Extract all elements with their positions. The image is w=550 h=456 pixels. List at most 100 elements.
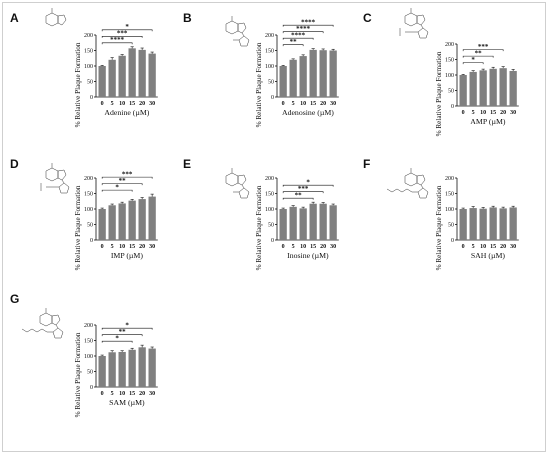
y-tick-label: 0	[451, 238, 454, 244]
significance-bracket	[101, 42, 133, 45]
bar	[138, 49, 146, 97]
x-tick-label: 0	[282, 101, 285, 107]
x-tick-label: 15	[129, 244, 135, 250]
y-tick-label: 150	[265, 192, 274, 198]
x-tick-label: 0	[101, 101, 104, 107]
x-tick-label: 15	[129, 101, 135, 107]
x-axis-label: Adenosine (µM)	[282, 108, 334, 117]
x-axis-label: Adenine (µM)	[104, 108, 149, 117]
y-tick-label: 50	[448, 223, 454, 229]
y-tick-label: 200	[84, 323, 93, 329]
molecule-structure-icon	[386, 168, 429, 199]
y-tick-label: 100	[84, 207, 93, 213]
bar	[108, 352, 116, 387]
panel-letter: B	[183, 11, 192, 25]
panel-letter: G	[10, 292, 19, 306]
bar	[128, 349, 136, 387]
x-tick-label: 30	[149, 391, 155, 397]
y-tick-label: 150	[445, 192, 454, 198]
bar	[148, 348, 156, 387]
x-tick-label: 20	[500, 244, 506, 250]
x-tick-label: 0	[101, 244, 104, 250]
bar	[108, 59, 116, 97]
bar	[148, 53, 156, 97]
y-tick-label: 100	[84, 64, 93, 70]
significance-label: ****	[296, 25, 311, 33]
bar	[118, 55, 126, 97]
bar	[299, 208, 307, 240]
x-tick-label: 5	[111, 391, 114, 397]
significance-bracket	[282, 184, 334, 187]
bar	[98, 66, 106, 97]
chart-panel-c: C 0 50 100 150 200 0 5 10 15 20 30 ****** % Relative …	[363, 8, 519, 136]
y-tick-label: 150	[265, 49, 274, 55]
figure-frame	[2, 2, 546, 452]
y-tick-label: 0	[451, 104, 454, 110]
bar	[138, 347, 146, 387]
bar	[118, 203, 126, 240]
bar	[128, 48, 136, 97]
x-tick-label: 10	[119, 244, 125, 250]
x-tick-label: 20	[139, 244, 145, 250]
bar	[489, 68, 497, 106]
bar	[509, 207, 517, 240]
y-tick-label: 100	[445, 73, 454, 79]
x-tick-label: 5	[111, 101, 114, 107]
x-tick-label: 10	[480, 244, 486, 250]
bar	[299, 56, 307, 97]
x-tick-label: 30	[510, 110, 516, 116]
significance-bracket	[282, 24, 334, 27]
x-tick-label: 30	[149, 244, 155, 250]
x-tick-label: 20	[139, 101, 145, 107]
bar	[108, 205, 116, 240]
y-tick-label: 150	[84, 339, 93, 345]
x-tick-label: 30	[330, 244, 336, 250]
x-tick-label: 5	[292, 244, 295, 250]
significance-bracket	[101, 327, 153, 330]
significance-label: **	[290, 38, 298, 46]
y-axis-label: % Relative Plaque Formation	[255, 185, 263, 270]
chart-panel-e: E 0 50 100 150 200 0 5 10 15 20 30 ****** % Relative …	[183, 157, 339, 270]
significance-bracket	[101, 189, 133, 192]
bar	[459, 209, 467, 240]
x-tick-label: 0	[282, 244, 285, 250]
significance-bracket	[282, 191, 324, 194]
chart-panel-a: A 0 50 100 150 200 0 5 10 15 20 30 ******** % Relativ…	[10, 8, 158, 127]
bar	[118, 351, 126, 387]
y-tick-label: 100	[84, 354, 93, 360]
y-axis-label: % Relative Plaque Formation	[435, 51, 443, 136]
x-axis-label: SAH (µM)	[471, 251, 506, 260]
x-tick-label: 20	[320, 244, 326, 250]
x-tick-label: 15	[490, 110, 496, 116]
y-tick-label: 50	[268, 80, 274, 86]
significance-label: ***	[478, 43, 489, 51]
chart-panel-f: F 0 50 100 150 200 0 5 10 15 20 30 % Relative Plaque…	[363, 157, 519, 270]
significance-label: ***	[298, 185, 309, 193]
y-tick-label: 0	[90, 95, 93, 101]
bar	[499, 208, 507, 240]
significance-bracket	[462, 49, 504, 52]
significance-bracket	[101, 340, 133, 343]
x-tick-label: 15	[310, 244, 316, 250]
bar	[469, 208, 477, 240]
bar	[148, 196, 156, 240]
molecule-structure-icon	[225, 16, 250, 47]
y-axis-label: % Relative Plaque Formation	[435, 185, 443, 270]
significance-bracket	[101, 29, 153, 32]
y-tick-label: 150	[84, 192, 93, 198]
x-tick-label: 30	[330, 101, 336, 107]
y-tick-label: 200	[265, 33, 274, 39]
significance-label: **	[295, 192, 303, 200]
bar	[289, 59, 297, 97]
x-tick-label: 30	[510, 244, 516, 250]
x-tick-label: 20	[139, 391, 145, 397]
y-tick-label: 150	[445, 58, 454, 64]
x-tick-label: 20	[500, 110, 506, 116]
x-tick-label: 15	[310, 101, 316, 107]
bar	[509, 70, 517, 106]
bar	[98, 209, 106, 240]
bar	[279, 209, 287, 240]
y-tick-label: 50	[87, 370, 93, 376]
